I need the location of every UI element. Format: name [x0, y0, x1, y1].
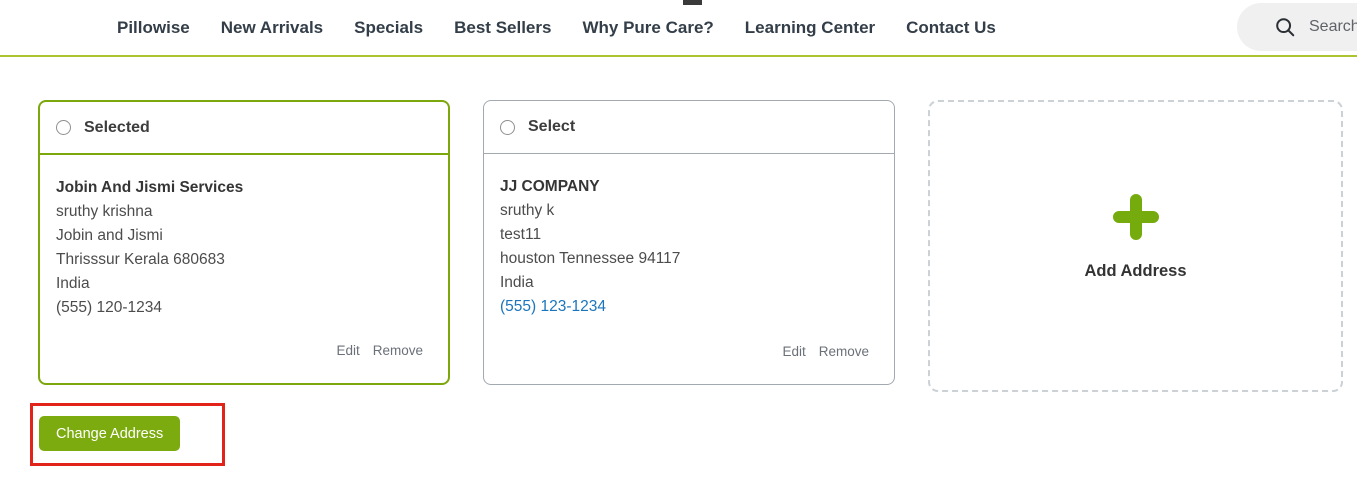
top-navigation-bar: Pillowise New Arrivals Specials Best Sel…: [0, 0, 1357, 57]
nav-item-pillowise[interactable]: Pillowise: [117, 17, 190, 37]
address-state-label: Select: [528, 118, 576, 135]
search-input[interactable]: [1309, 18, 1357, 36]
address-line: houston Tennessee 94117: [500, 250, 681, 267]
address-line: India: [56, 275, 90, 292]
address-card-unselected: Select JJ COMPANY sruthy k test11 housto…: [483, 100, 895, 385]
nav-item-new-arrivals[interactable]: New Arrivals: [220, 17, 324, 37]
nav-item-why-pure-care[interactable]: Why Pure Care?: [582, 17, 714, 37]
add-address-card[interactable]: Add Address: [928, 100, 1343, 392]
edit-address-link[interactable]: Edit: [336, 343, 360, 358]
address-line: sruthy krishna: [56, 203, 153, 220]
search-box[interactable]: [1237, 3, 1357, 51]
address-actions: Edit Remove: [336, 343, 423, 358]
address-card-selected: Selected Jobin And Jismi Services sruthy…: [38, 100, 450, 385]
remove-address-link[interactable]: Remove: [372, 343, 423, 358]
address-company: JJ COMPANY: [500, 178, 600, 195]
address-state-label: Selected: [84, 118, 150, 136]
radio-select[interactable]: [500, 119, 515, 135]
change-address-button[interactable]: Change Address: [39, 416, 181, 451]
radio-selected[interactable]: [56, 120, 71, 135]
logo-fragment: [683, 0, 702, 5]
address-phone: (555) 120-1234: [56, 299, 162, 316]
address-line: India: [500, 274, 534, 291]
nav-item-learning-center[interactable]: Learning Center: [744, 17, 876, 37]
address-details: JJ COMPANY sruthy k test11 houston Tenne…: [484, 154, 894, 319]
search-icon: [1276, 18, 1295, 37]
nav-item-specials[interactable]: Specials: [354, 17, 424, 37]
address-line: Thrisssur Kerala 680683: [56, 251, 225, 268]
nav-item-best-sellers[interactable]: Best Sellers: [454, 17, 552, 37]
address-line: Jobin and Jismi: [56, 227, 163, 244]
main-nav: Pillowise New Arrivals Specials Best Sel…: [117, 0, 996, 55]
add-address-label: Add Address: [1084, 261, 1187, 280]
address-card-header: Select: [484, 101, 894, 154]
nav-item-contact-us[interactable]: Contact Us: [906, 17, 996, 37]
remove-address-link[interactable]: Remove: [818, 344, 869, 359]
address-line: test11: [500, 226, 542, 243]
address-company: Jobin And Jismi Services: [56, 179, 244, 196]
plus-icon: [1112, 193, 1159, 240]
address-actions: Edit Remove: [782, 344, 869, 359]
edit-address-link[interactable]: Edit: [782, 344, 806, 359]
address-card-header: Selected: [40, 102, 448, 155]
address-details: Jobin And Jismi Services sruthy krishna …: [40, 155, 448, 320]
address-phone-link[interactable]: (555) 123-1234: [500, 298, 606, 315]
address-line: sruthy k: [500, 202, 555, 219]
